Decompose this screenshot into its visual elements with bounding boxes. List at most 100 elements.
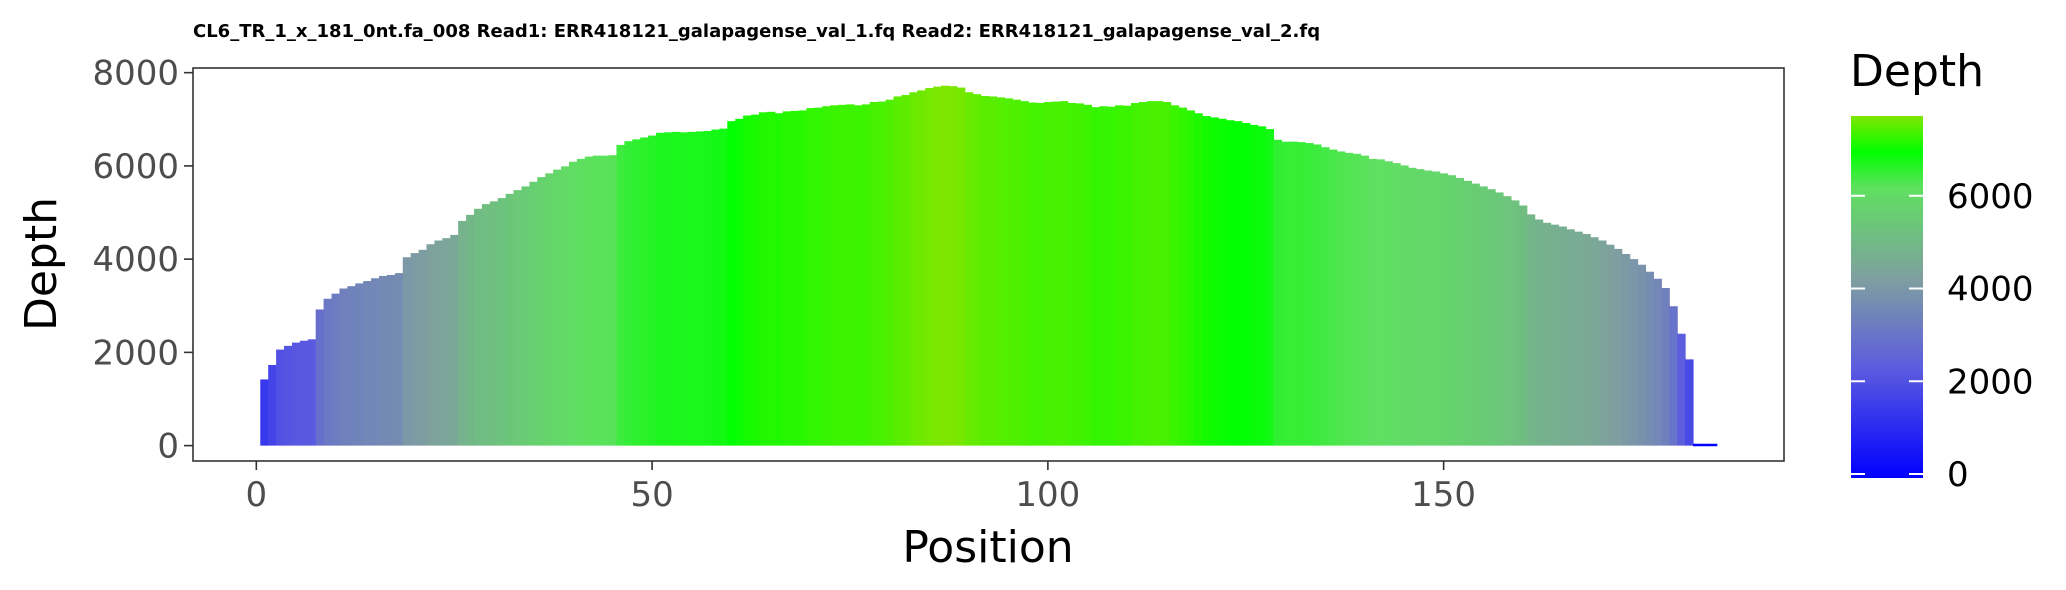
bar-position-59	[719, 128, 728, 446]
bar-position-38	[553, 169, 562, 446]
bar-position-32	[505, 193, 515, 446]
bar-position-114	[1154, 101, 1164, 446]
bar-position-54	[679, 132, 689, 446]
bar-position-181	[1685, 359, 1694, 446]
bar-position-174	[1629, 259, 1639, 446]
bar-position-5	[291, 342, 301, 446]
bar-position-125	[1241, 123, 1251, 446]
legend-title: Depth	[1850, 46, 1984, 97]
bar-position-67	[782, 111, 792, 446]
bar-position-106	[1091, 107, 1100, 446]
bar-position-103	[1067, 102, 1077, 446]
bar-position-137	[1336, 151, 1346, 446]
bar-position-50	[648, 135, 657, 446]
bar-position-25	[450, 234, 459, 446]
bar-position-83	[909, 92, 918, 446]
bar-position-30	[489, 201, 499, 446]
bar-position-80	[885, 99, 895, 446]
bar-position-150	[1439, 173, 1449, 446]
legend-tick-label: 6000	[1947, 177, 2034, 217]
bar-position-179	[1669, 306, 1678, 446]
bar-position-87	[941, 85, 950, 446]
bar-position-84	[917, 90, 926, 446]
bar-position-46	[616, 144, 625, 446]
bar-position-120	[1202, 116, 1211, 446]
bar-position-93	[988, 96, 998, 446]
bar-position-90	[964, 92, 974, 446]
x-tick-label: 150	[1411, 475, 1476, 515]
bar-position-107	[1099, 106, 1108, 446]
bar-position-168	[1582, 233, 1591, 446]
bar-position-129	[1273, 139, 1282, 446]
bar-position-95	[1004, 98, 1013, 446]
bar-position-14	[363, 281, 372, 446]
y-tick-label: 4000	[92, 240, 179, 280]
bar-position-109	[1115, 105, 1124, 446]
bar-position-36	[537, 177, 546, 446]
bar-position-144	[1392, 163, 1401, 446]
bar-position-45	[608, 155, 618, 446]
bar-position-130	[1281, 141, 1290, 446]
bar-position-12	[347, 286, 356, 446]
bar-position-57	[703, 130, 713, 446]
bar-position-158	[1503, 196, 1512, 446]
bar-position-128	[1265, 129, 1275, 446]
bar-position-66	[774, 113, 784, 446]
y-tick-label: 0	[157, 427, 179, 467]
bar-position-2	[268, 364, 277, 446]
bar-position-76	[853, 105, 863, 446]
bar-position-118	[1186, 110, 1195, 446]
bar-position-3	[276, 349, 285, 446]
bar-position-116	[1170, 105, 1180, 446]
bar-position-135	[1320, 147, 1330, 446]
bar-position-72	[822, 106, 831, 446]
bar-position-47	[624, 141, 633, 446]
bar-position-42	[584, 156, 594, 446]
bar-position-13	[355, 283, 364, 446]
bar-position-131	[1289, 141, 1298, 446]
bar-position-69	[798, 110, 808, 446]
bar-position-77	[861, 104, 871, 446]
bar-position-105	[1083, 104, 1093, 446]
bar-position-51	[656, 132, 665, 446]
bar-position-74	[838, 104, 847, 446]
bar-position-111	[1130, 102, 1140, 446]
bar-position-100	[1043, 102, 1053, 446]
bar-position-138	[1344, 152, 1354, 446]
bar-position-122	[1218, 118, 1227, 446]
bar-position-108	[1107, 106, 1116, 446]
y-axis-title: Depth	[16, 197, 67, 331]
bar-position-152	[1455, 178, 1465, 446]
bar-position-75	[846, 104, 855, 446]
bar-position-176	[1645, 271, 1654, 446]
bar-position-40	[568, 161, 578, 446]
bar-position-86	[933, 86, 942, 446]
bar-position-20	[410, 253, 420, 446]
bar-position-6	[299, 340, 309, 446]
bar-position-8	[315, 309, 325, 446]
y-tick-label: 6000	[92, 147, 179, 187]
bar-position-71	[814, 107, 823, 446]
bar-position-65	[766, 111, 776, 446]
bar-position-153	[1463, 180, 1472, 446]
bar-position-61	[735, 118, 744, 446]
legend-tick-label: 0	[1947, 455, 1969, 495]
x-axis-title: Position	[902, 522, 1073, 573]
bar-position-94	[996, 97, 1005, 446]
bar-position-22	[426, 244, 436, 446]
bar-position-18	[394, 273, 404, 446]
bar-position-10	[331, 293, 341, 446]
bar-position-157	[1495, 192, 1504, 446]
x-axis: 0 50 100 150	[246, 461, 1476, 515]
bar-position-172	[1613, 248, 1623, 446]
bar-position-155	[1479, 186, 1488, 446]
legend-colorbar	[1851, 116, 1923, 478]
bar-position-156	[1487, 189, 1496, 446]
bar-position-63	[751, 114, 760, 446]
bar-position-99	[1035, 102, 1045, 446]
legend-tick-label: 4000	[1947, 270, 2034, 310]
bar-position-78	[869, 102, 879, 446]
bar-position-24	[442, 238, 451, 446]
bar-position-31	[497, 198, 507, 446]
bar-position-173	[1621, 254, 1631, 446]
